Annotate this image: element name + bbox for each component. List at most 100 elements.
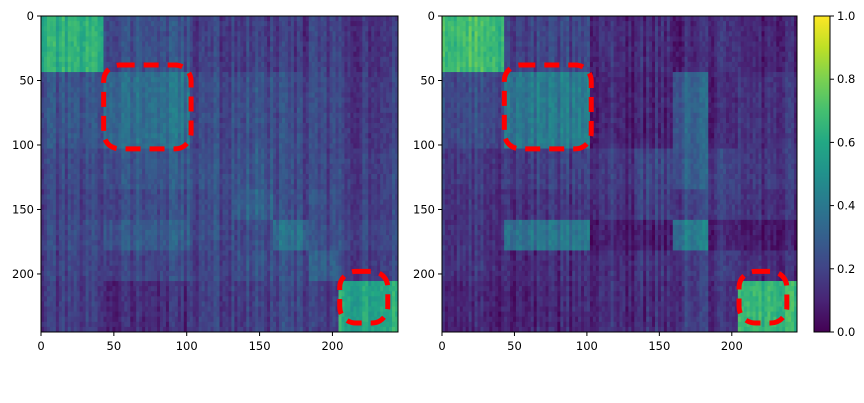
heatmap-cell [88, 143, 92, 149]
heatmap-cell [362, 56, 366, 63]
heatmap-cell [395, 16, 399, 22]
heatmap-cell [299, 117, 304, 124]
heatmap-cell [112, 97, 116, 104]
heatmap-cell [142, 51, 146, 58]
heatmap-cell [258, 179, 262, 185]
heatmap-cell [377, 138, 381, 144]
heatmap-cell [145, 219, 149, 226]
heatmap-cell [276, 87, 280, 93]
heatmap-cell [347, 184, 351, 190]
heatmap-cell [145, 56, 149, 63]
heatmap-cell [55, 168, 60, 175]
heatmap-cell [368, 92, 372, 98]
heatmap-cell [85, 128, 90, 134]
heatmap-cell [380, 158, 384, 165]
heatmap-cell [243, 153, 247, 160]
heatmap-cell [151, 189, 155, 195]
heatmap-cell [371, 189, 375, 195]
heatmap-cell [374, 66, 378, 73]
heatmap-cell [151, 16, 155, 22]
heatmap-cell [374, 102, 378, 109]
heatmap-cell [359, 92, 363, 98]
heatmap-cell [276, 61, 280, 68]
heatmap-cell [374, 21, 378, 27]
heatmap-cell [276, 72, 280, 78]
heatmap-cell [252, 168, 256, 175]
heatmap-cell [177, 92, 182, 98]
heatmap-cell [237, 16, 241, 22]
heatmap-cell [70, 31, 75, 37]
heatmap-cell [347, 214, 351, 221]
heatmap-cell [332, 194, 336, 200]
heatmap-cell [79, 56, 84, 63]
heatmap-cell [261, 204, 265, 211]
heatmap-cell [332, 153, 336, 160]
heatmap-cell [109, 133, 113, 139]
heatmap-cell [67, 174, 72, 180]
heatmap-cell [323, 77, 328, 83]
heatmap-cell [326, 26, 330, 32]
heatmap-cell [145, 26, 149, 32]
heatmap-cell [344, 31, 348, 37]
heatmap-cell [124, 51, 128, 58]
heatmap-cell [189, 56, 194, 63]
heatmap-cell [97, 21, 101, 27]
heatmap-cell [142, 123, 146, 129]
heatmap-cell [231, 36, 235, 42]
heatmap-cell [88, 133, 92, 139]
heatmap-cell [192, 128, 197, 134]
heatmap-cell [284, 117, 289, 124]
heatmap-cell [219, 31, 223, 37]
heatmap-cell [148, 77, 152, 83]
heatmap-cell [145, 77, 149, 83]
heatmap-cell [165, 31, 170, 37]
heatmap-cell [219, 82, 223, 88]
heatmap-cell [94, 92, 98, 98]
heatmap-cell [43, 128, 48, 134]
heatmap-cell [356, 82, 360, 88]
heatmap-cell [219, 41, 223, 47]
heatmap-cell [299, 112, 304, 119]
heatmap-cell [130, 219, 134, 226]
heatmap-cell [267, 92, 271, 98]
heatmap-cell [365, 174, 369, 180]
heatmap-cell [317, 153, 322, 160]
heatmap-cell [145, 82, 149, 88]
heatmap-cell [61, 51, 66, 58]
heatmap-cell [359, 179, 363, 185]
heatmap-cell [139, 61, 143, 68]
heatmap-cell [234, 123, 238, 129]
heatmap-cell [49, 174, 54, 180]
heatmap-cell [270, 153, 274, 160]
heatmap-cell [350, 123, 354, 129]
heatmap-cell [338, 194, 342, 200]
heatmap-cell [154, 204, 158, 211]
heatmap-cell [293, 199, 298, 205]
heatmap-cell [323, 158, 328, 165]
heatmap-cell [252, 148, 256, 155]
heatmap-cell [213, 97, 217, 104]
heatmap-cell [198, 26, 203, 32]
heatmap-cell [160, 174, 164, 180]
heatmap-cell [323, 107, 328, 114]
heatmap-cell [91, 133, 95, 139]
heatmap-cell [222, 148, 226, 155]
heatmap-cell [100, 224, 104, 231]
heatmap-cell [100, 174, 104, 180]
heatmap-cell [276, 102, 280, 109]
heatmap-cell [320, 184, 325, 190]
heatmap-cell [192, 219, 197, 226]
heatmap-cell [55, 56, 60, 63]
heatmap-cell [41, 56, 45, 63]
heatmap-cell [350, 16, 354, 22]
heatmap-cell [133, 92, 137, 98]
heatmap-cell [341, 189, 345, 195]
heatmap-cell [377, 143, 381, 149]
heatmap-cell [350, 82, 354, 88]
heatmap-cell [362, 51, 366, 58]
heatmap-cell [41, 194, 45, 200]
heatmap-cell [186, 117, 191, 124]
heatmap-cell [162, 77, 167, 83]
heatmap-cell [192, 51, 197, 58]
heatmap-cell [201, 112, 206, 119]
